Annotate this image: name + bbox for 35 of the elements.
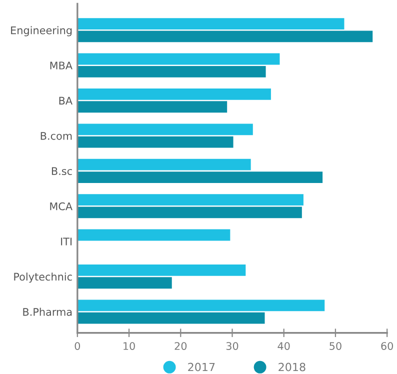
y-tick-label: Polytechnic [14,272,72,283]
y-tick-label: MBA [50,62,72,70]
y-tick-label: B.sc [52,167,72,176]
bar [77,264,246,276]
bar [77,312,265,324]
bar [77,300,325,312]
bar [77,30,373,42]
legend-label: 2018 [278,362,306,372]
x-tick-label: 10 [124,342,135,350]
y-tick-label: B.com [40,132,72,140]
y-tick-label: ITI [61,238,72,246]
bar [77,136,234,148]
bar [77,18,344,30]
y-tick-label: B.Pharma [23,308,72,316]
bar [77,53,280,65]
x-tick-label: 50 [330,342,342,350]
y-tick-label: Engineering [11,26,72,36]
legend-label: 2017 [188,362,215,372]
x-tick-label: 40 [278,342,290,350]
x-tick-label: 30 [226,342,238,350]
x-tick-label: 60 [381,342,394,350]
bar [77,158,251,170]
bar [77,101,228,113]
bar [77,277,172,289]
bar [77,172,323,183]
bar [77,66,266,78]
bar [77,88,271,100]
x-tick-label: 20 [174,342,187,350]
bar [77,194,304,206]
bar [77,124,253,136]
x-tick-label: 0 [74,342,80,350]
bar [77,206,302,218]
y-tick-label: MCA [50,202,72,210]
bar [77,229,230,241]
y-tick-label: BA [59,96,72,104]
